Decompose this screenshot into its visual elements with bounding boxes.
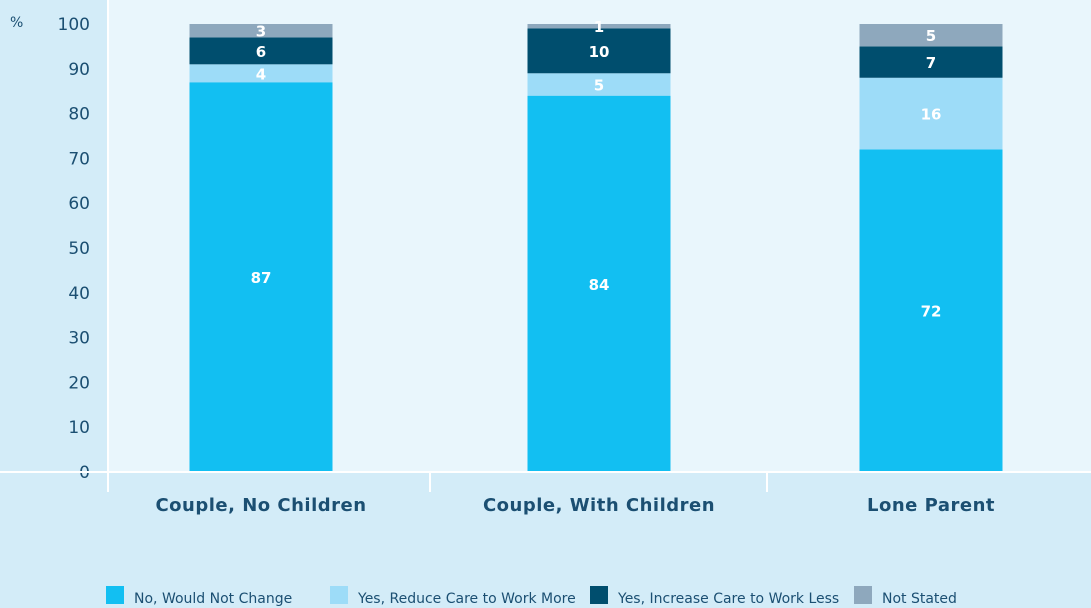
y-tick-label: 30: [68, 329, 90, 349]
bar-segment: [527, 28, 671, 74]
legend-label: Yes, Increase Care to Work Less: [617, 591, 839, 607]
data-label: 87: [251, 269, 272, 287]
legend-label: No, Would Not Change: [134, 591, 292, 607]
bar-segment: [189, 37, 333, 65]
bar-segment: [189, 64, 333, 83]
bar-segment: [859, 46, 1003, 78]
category-label: Lone Parent: [867, 495, 995, 516]
data-label: 1: [594, 18, 604, 36]
category-labels: Couple, No Children Couple, With Children…: [155, 495, 995, 516]
bar-segment: [189, 24, 333, 38]
x-axis: [0, 0, 1091, 492]
legend-swatch: [590, 586, 608, 604]
y-tick-label: 100: [58, 15, 90, 35]
y-tick-label: 10: [68, 418, 90, 438]
data-label: 16: [921, 106, 942, 124]
data-label: 84: [589, 276, 610, 294]
y-tick-label: 20: [68, 373, 90, 393]
y-tick-label: 60: [68, 194, 90, 214]
data-label: 10: [589, 43, 610, 61]
category-label: Couple, No Children: [155, 495, 366, 516]
data-label: 6: [256, 43, 266, 61]
data-label: 4: [256, 65, 266, 83]
bar-segment: [859, 149, 1003, 472]
bars: 87 4 6 3 84 5 10 1 72 16 7 5: [189, 18, 1003, 473]
bar-segment: [189, 82, 333, 473]
bar-segment: [527, 73, 671, 96]
bar-segment: [859, 24, 1003, 47]
y-tick-label: 90: [68, 60, 90, 80]
bar-segment: [527, 24, 671, 29]
data-label: 5: [594, 76, 604, 94]
bar-segment: [527, 95, 671, 473]
legend: No, Would Not Change Yes, Reduce Care to …: [106, 586, 957, 607]
legend-swatch: [330, 586, 348, 604]
data-label: 3: [256, 23, 266, 41]
category-label: Couple, With Children: [483, 495, 715, 516]
legend-label: Not Stated: [882, 591, 957, 607]
y-tick-label: 70: [68, 149, 90, 169]
data-label: 5: [926, 27, 936, 45]
y-tick-label: 80: [68, 105, 90, 125]
y-tick-label: 50: [68, 239, 90, 259]
y-axis-ticks: 0102030405060708090100: [58, 15, 90, 483]
y-axis-unit: %: [10, 15, 23, 31]
bar-segment: [859, 77, 1003, 150]
legend-swatch: [106, 586, 124, 604]
legend-swatch: [854, 586, 872, 604]
legend-label: Yes, Reduce Care to Work More: [357, 591, 576, 607]
data-label: 7: [926, 54, 936, 72]
y-tick-label: 40: [68, 284, 90, 304]
data-label: 72: [921, 303, 942, 321]
